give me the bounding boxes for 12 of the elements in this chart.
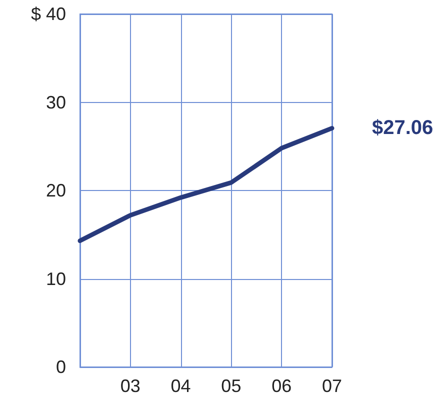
y-tick-label: $ 40 [30, 4, 66, 24]
annotation: $27.06 [372, 117, 434, 140]
y-tick-label: 30 [46, 92, 66, 112]
x-tick-label: 03 [120, 376, 140, 396]
x-tick-label: 04 [170, 376, 191, 396]
line-series [78, 126, 334, 244]
y-tick-label: 20 [46, 180, 66, 200]
x-tick-label: 06 [272, 376, 292, 396]
y-tick-label: 10 [46, 268, 66, 289]
x-tick-label: 05 [221, 376, 242, 396]
x-tick-label: 07 [322, 376, 342, 396]
y-tick-label: 0 [56, 357, 66, 377]
